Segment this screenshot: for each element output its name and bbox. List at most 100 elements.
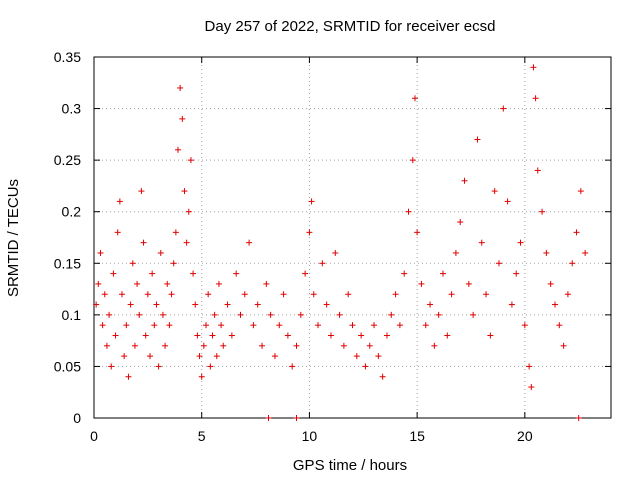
data-point [103,342,110,349]
data-point [200,342,207,349]
data-point [483,291,490,298]
y-tick-label: 0.1 [62,307,82,323]
data-point [388,311,395,318]
data-point [267,311,274,318]
data-point [508,301,515,308]
x-tick-label: 0 [90,428,98,444]
data-point [504,198,511,205]
data-point [108,363,115,370]
data-point [431,342,438,349]
data-point [127,301,134,308]
data-point [392,291,399,298]
data-point [241,291,248,298]
data-point [237,311,244,318]
data-point [332,249,339,256]
data-point [487,332,494,339]
y-tick-label: 0.15 [54,255,81,271]
data-point [166,322,173,329]
data-point [327,332,334,339]
data-point [371,322,378,329]
data-point [582,249,589,256]
y-tick-label: 0.25 [54,152,81,168]
data-point [218,322,225,329]
data-point [340,342,347,349]
data-point [293,342,300,349]
data-point [99,322,106,329]
data-point [112,332,119,339]
data-point [271,353,278,360]
data-point [575,415,582,421]
data-point [366,342,373,349]
data-point [149,270,156,277]
data-point [308,198,315,205]
data-point [284,332,291,339]
data-point [170,260,177,267]
data-point [495,260,502,267]
data-point [539,208,546,215]
data-point [375,353,382,360]
data-point [439,270,446,277]
data-point [293,415,300,421]
data-point [491,188,498,195]
data-point [461,177,468,184]
data-point [362,363,369,370]
data-point [131,342,138,349]
data-point [97,249,104,256]
data-point [151,322,158,329]
data-point [185,208,192,215]
data-point [142,332,149,339]
y-tick-label: 0 [73,410,81,426]
data-point [569,260,576,267]
data-point [179,115,186,122]
data-point [215,280,222,287]
data-point [353,353,360,360]
data-point [196,353,203,360]
data-points [93,64,589,421]
data-point [422,322,429,329]
data-point [427,301,434,308]
data-point [129,260,136,267]
data-point [418,280,425,287]
data-point [157,249,164,256]
data-point [379,373,386,380]
data-point [556,322,563,329]
data-point [175,146,182,153]
data-point [136,311,143,318]
data-point [528,384,535,391]
data-point [177,84,184,91]
data-point [280,291,287,298]
data-point [560,342,567,349]
data-point [551,301,558,308]
plot-frame [93,56,612,419]
data-point [547,280,554,287]
data-point [228,332,235,339]
x-tick-label: 15 [409,428,425,444]
data-point [465,280,472,287]
data-point [93,301,100,308]
data-point [349,322,356,329]
data-point [414,229,421,236]
data-point [233,270,240,277]
data-point [500,105,507,112]
data-point [573,229,580,236]
data-point [409,157,416,164]
data-point [101,291,108,298]
data-point [474,136,481,143]
data-point [452,249,459,256]
data-point [435,311,442,318]
grid-lines [94,57,611,418]
data-point [134,280,141,287]
data-point [336,311,343,318]
data-point [521,322,528,329]
y-tick-label: 0.05 [54,358,81,374]
data-point [164,280,171,287]
data-point [401,270,408,277]
data-point [194,332,201,339]
data-point [140,239,147,246]
data-point [306,229,313,236]
data-point [448,291,455,298]
data-point [95,280,102,287]
data-point [198,373,205,380]
